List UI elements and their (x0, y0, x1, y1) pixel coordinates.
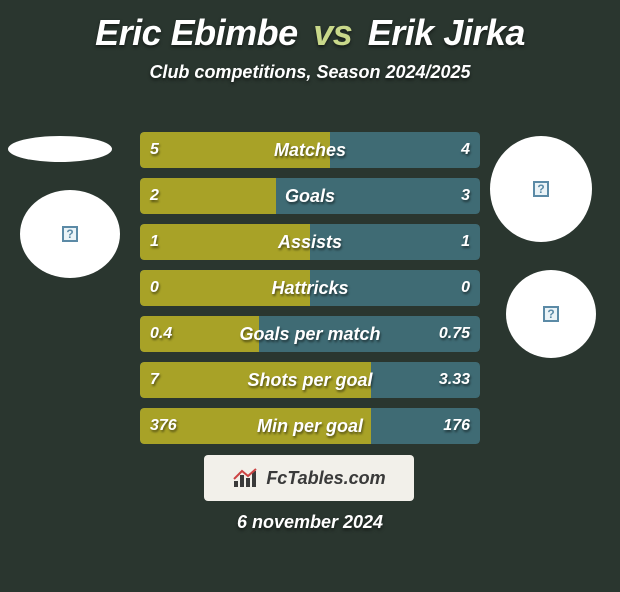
placeholder-icon: ? (533, 181, 549, 197)
vs-separator: vs (313, 12, 352, 53)
stat-label: Hattricks (140, 270, 480, 306)
date-label: 6 november 2024 (0, 512, 620, 533)
stat-label: Min per goal (140, 408, 480, 444)
decor-ellipse-top-left (8, 136, 112, 162)
stat-row: 00Hattricks (140, 270, 480, 306)
comparison-title: Eric Ebimbe vs Erik Jirka (0, 12, 620, 54)
stat-label: Goals (140, 178, 480, 214)
player1-name: Eric Ebimbe (95, 12, 298, 53)
stat-row: 54Matches (140, 132, 480, 168)
logo-box: FcTables.com (204, 455, 414, 501)
subtitle: Club competitions, Season 2024/2025 (0, 62, 620, 83)
comparison-chart: 54Matches 23Goals 11Assists 00Hattricks 0.40… (140, 132, 480, 454)
player1-avatar-circle: ? (20, 190, 120, 278)
bar-chart-icon (232, 467, 260, 489)
stat-label: Goals per match (140, 316, 480, 352)
stat-label: Shots per goal (140, 362, 480, 398)
stat-label: Matches (140, 132, 480, 168)
logo-text: FcTables.com (266, 468, 385, 489)
stat-row: 0.40.75Goals per match (140, 316, 480, 352)
stat-label: Assists (140, 224, 480, 260)
placeholder-icon: ? (543, 306, 559, 322)
stat-row: 11Assists (140, 224, 480, 260)
stat-row: 73.33Shots per goal (140, 362, 480, 398)
stat-row: 23Goals (140, 178, 480, 214)
decor-circle-bottom-right: ? (506, 270, 596, 358)
player2-avatar-circle: ? (490, 136, 592, 242)
player2-name: Erik Jirka (368, 12, 525, 53)
placeholder-icon: ? (62, 226, 78, 242)
stat-row: 376176Min per goal (140, 408, 480, 444)
